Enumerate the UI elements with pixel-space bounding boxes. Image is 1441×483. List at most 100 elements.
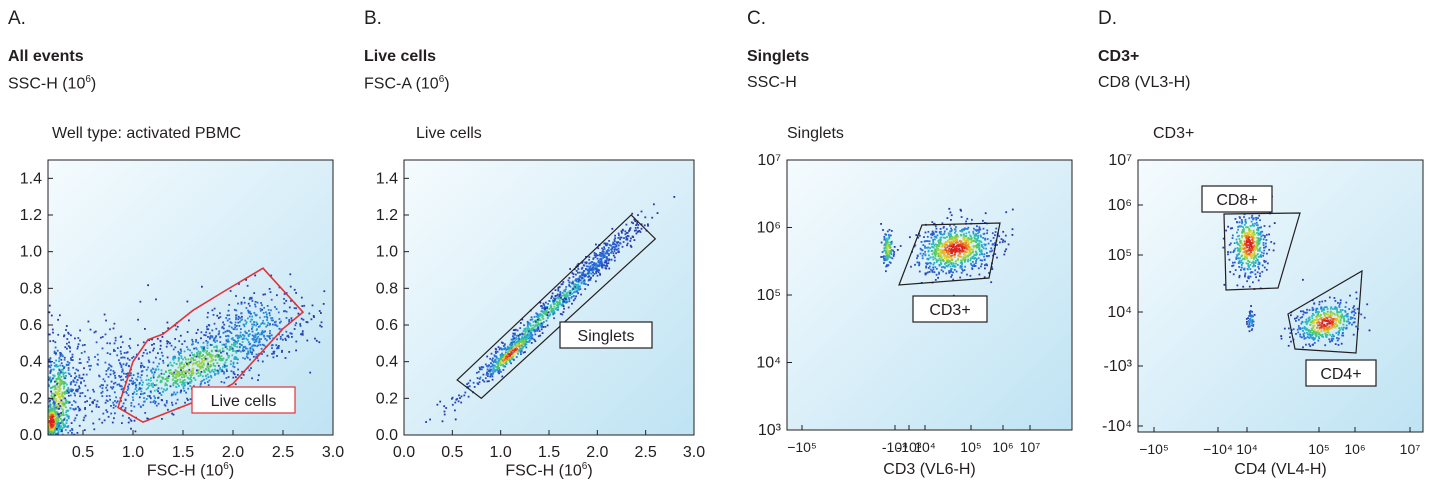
x-axis-label: CD4 (VL4-H) [1234,461,1327,478]
plot-label: Live cells [416,125,482,142]
y-tick-label: 0.2 [20,390,42,407]
x-tick-label: 2.5 [635,444,657,461]
panel-title: Singlets [747,48,810,65]
gate-label: Singlets [578,328,635,345]
x-tick-label: 0.5 [72,444,94,461]
panel-title: Live cells [364,48,437,65]
y-tick-label: 1.4 [376,170,398,187]
panel-title: CD3+ [1098,48,1140,65]
y-tick-label: 0.0 [20,427,42,444]
cd4-gate [1287,269,1363,354]
gate-label: Live cells [211,393,277,410]
x-tick-label: -10⁴ [882,439,908,455]
x-tick-label: 1.5 [538,444,560,461]
plot-b: Singlets 0.0 0.2 0.4 0.6 0.8 1.0 1.2 1.4 0.0 0.5 1.… [376,159,705,461]
x-axis-label: FSC-H (106) [146,461,235,480]
x-tick-label: 10⁶ [992,439,1013,455]
x-tick-label: 10⁷ [1400,441,1421,457]
x-tick-label: 3.0 [683,444,705,461]
y-tick-label: 0.4 [20,354,42,371]
plot-frame [1137,159,1424,433]
y-tick-label: 10⁷ [1108,152,1132,169]
y-tick-label: 1.2 [20,207,42,224]
panel-a: A. All events SSC-H (106) Well type: act… [8,0,348,483]
gate-label-box [1201,185,1273,213]
panel-letter: B. [364,8,382,29]
x-tick-label: 2.0 [586,444,608,461]
y-tick-label: 10⁶ [1108,197,1132,214]
gate-label-box [191,386,296,414]
panel-letter: C. [747,8,766,29]
x-axis-label: CD3 (VL6-H) [883,461,976,478]
y-tick-label: 1.2 [376,207,398,224]
x-tick-label: −10⁴ [1203,441,1233,457]
gate-label-box [912,295,988,323]
y-axis-label: CD8 (VL3-H) [1098,74,1191,91]
y-tick-label: 10³ [758,422,782,439]
x-tick-label: 2.5 [272,444,294,461]
gate-label: CD3+ [929,302,970,319]
x-tick-label: 10⁵ [960,439,981,455]
x-tick-label: 10⁶ [1344,441,1365,457]
x-tick-label: −10⁵ [1139,441,1169,457]
panel-c: C. Singlets SSC-H Singlets CD3+ 10³ 10⁴ 10⁵… [747,0,1087,483]
plot-label: CD3+ [1153,125,1195,142]
y-tick-label: 0.8 [376,280,398,297]
x-tick-label: 1.0 [122,444,144,461]
panel-letter: D. [1098,8,1117,29]
x-tick-label: 10⁷ [1020,439,1041,455]
x-tick-label: 3.0 [322,444,344,461]
x-tick-label: 1.5 [172,444,194,461]
x-tick-label: −10⁵ [787,439,817,455]
y-tick-label: -10³ [1104,358,1133,375]
cd8-gate [1223,212,1301,291]
y-tick-label: 0.2 [376,390,398,407]
y-axis-label: SSC-H [747,74,797,91]
event-dots [880,207,1014,300]
gate-label-box [559,321,653,349]
y-tick-label: 0.0 [376,427,398,444]
panel-b: B. Live cells FSC-A (106) Live cells Sin… [364,0,705,483]
plot-background [787,160,1072,430]
y-tick-label: 10⁷ [757,152,781,169]
x-tick-label: 10⁴ [1236,441,1258,457]
cd3-gate [898,222,1001,286]
gate-label: CD4+ [1320,366,1361,383]
panel-d: D. CD3+ CD8 (VL3-H) CD3+ CD8+ CD4+ -10⁴ -10… [1098,0,1438,483]
y-tick-label: 10⁵ [1108,247,1132,264]
y-tick-label: 0.4 [376,354,398,371]
gate-label: CD8+ [1216,192,1257,209]
y-tick-label: 10⁴ [1107,304,1132,321]
gate-label-box [1305,359,1377,387]
y-tick-label: 10⁵ [757,287,781,304]
event-dots [1222,195,1371,349]
plot-a: Live cells 0.0 0.2 0.4 0.6 0.8 1.0 1.2 1.4 0.5 1.0… [20,159,344,461]
y-tick-label: -10⁴ [1102,418,1132,435]
x-tick-label: 0.5 [441,444,463,461]
x-tick-label: 2.0 [222,444,244,461]
x-tick-label: 1.0 [490,444,512,461]
y-tick-label: 10⁴ [756,355,781,372]
x-axis-label: FSC-H (106) [505,461,593,480]
x-tick-label: 0.0 [393,444,415,461]
x-tick-label: 10⁵ [1308,441,1329,457]
plot-background [1138,160,1423,432]
y-tick-label: 10⁶ [757,220,781,237]
event-dots [425,196,676,423]
plot-background [404,160,694,435]
y-axis-label: SSC-H (106) [8,74,97,93]
x-tick-label: 10⁴ [914,439,936,455]
plot-frame [47,159,334,436]
panel-title: All events [8,48,84,65]
x-tick-label: -10³ [897,439,922,455]
y-tick-label: 0.6 [376,317,398,334]
plot-label: Well type: activated PBMC [52,125,242,142]
event-dots [48,273,326,435]
y-tick-label: 1.4 [20,170,42,187]
y-tick-label: 1.0 [376,244,398,261]
plot-label: Singlets [787,125,844,142]
y-tick-label: 0.6 [20,317,42,334]
panel-letter: A. [8,8,26,29]
